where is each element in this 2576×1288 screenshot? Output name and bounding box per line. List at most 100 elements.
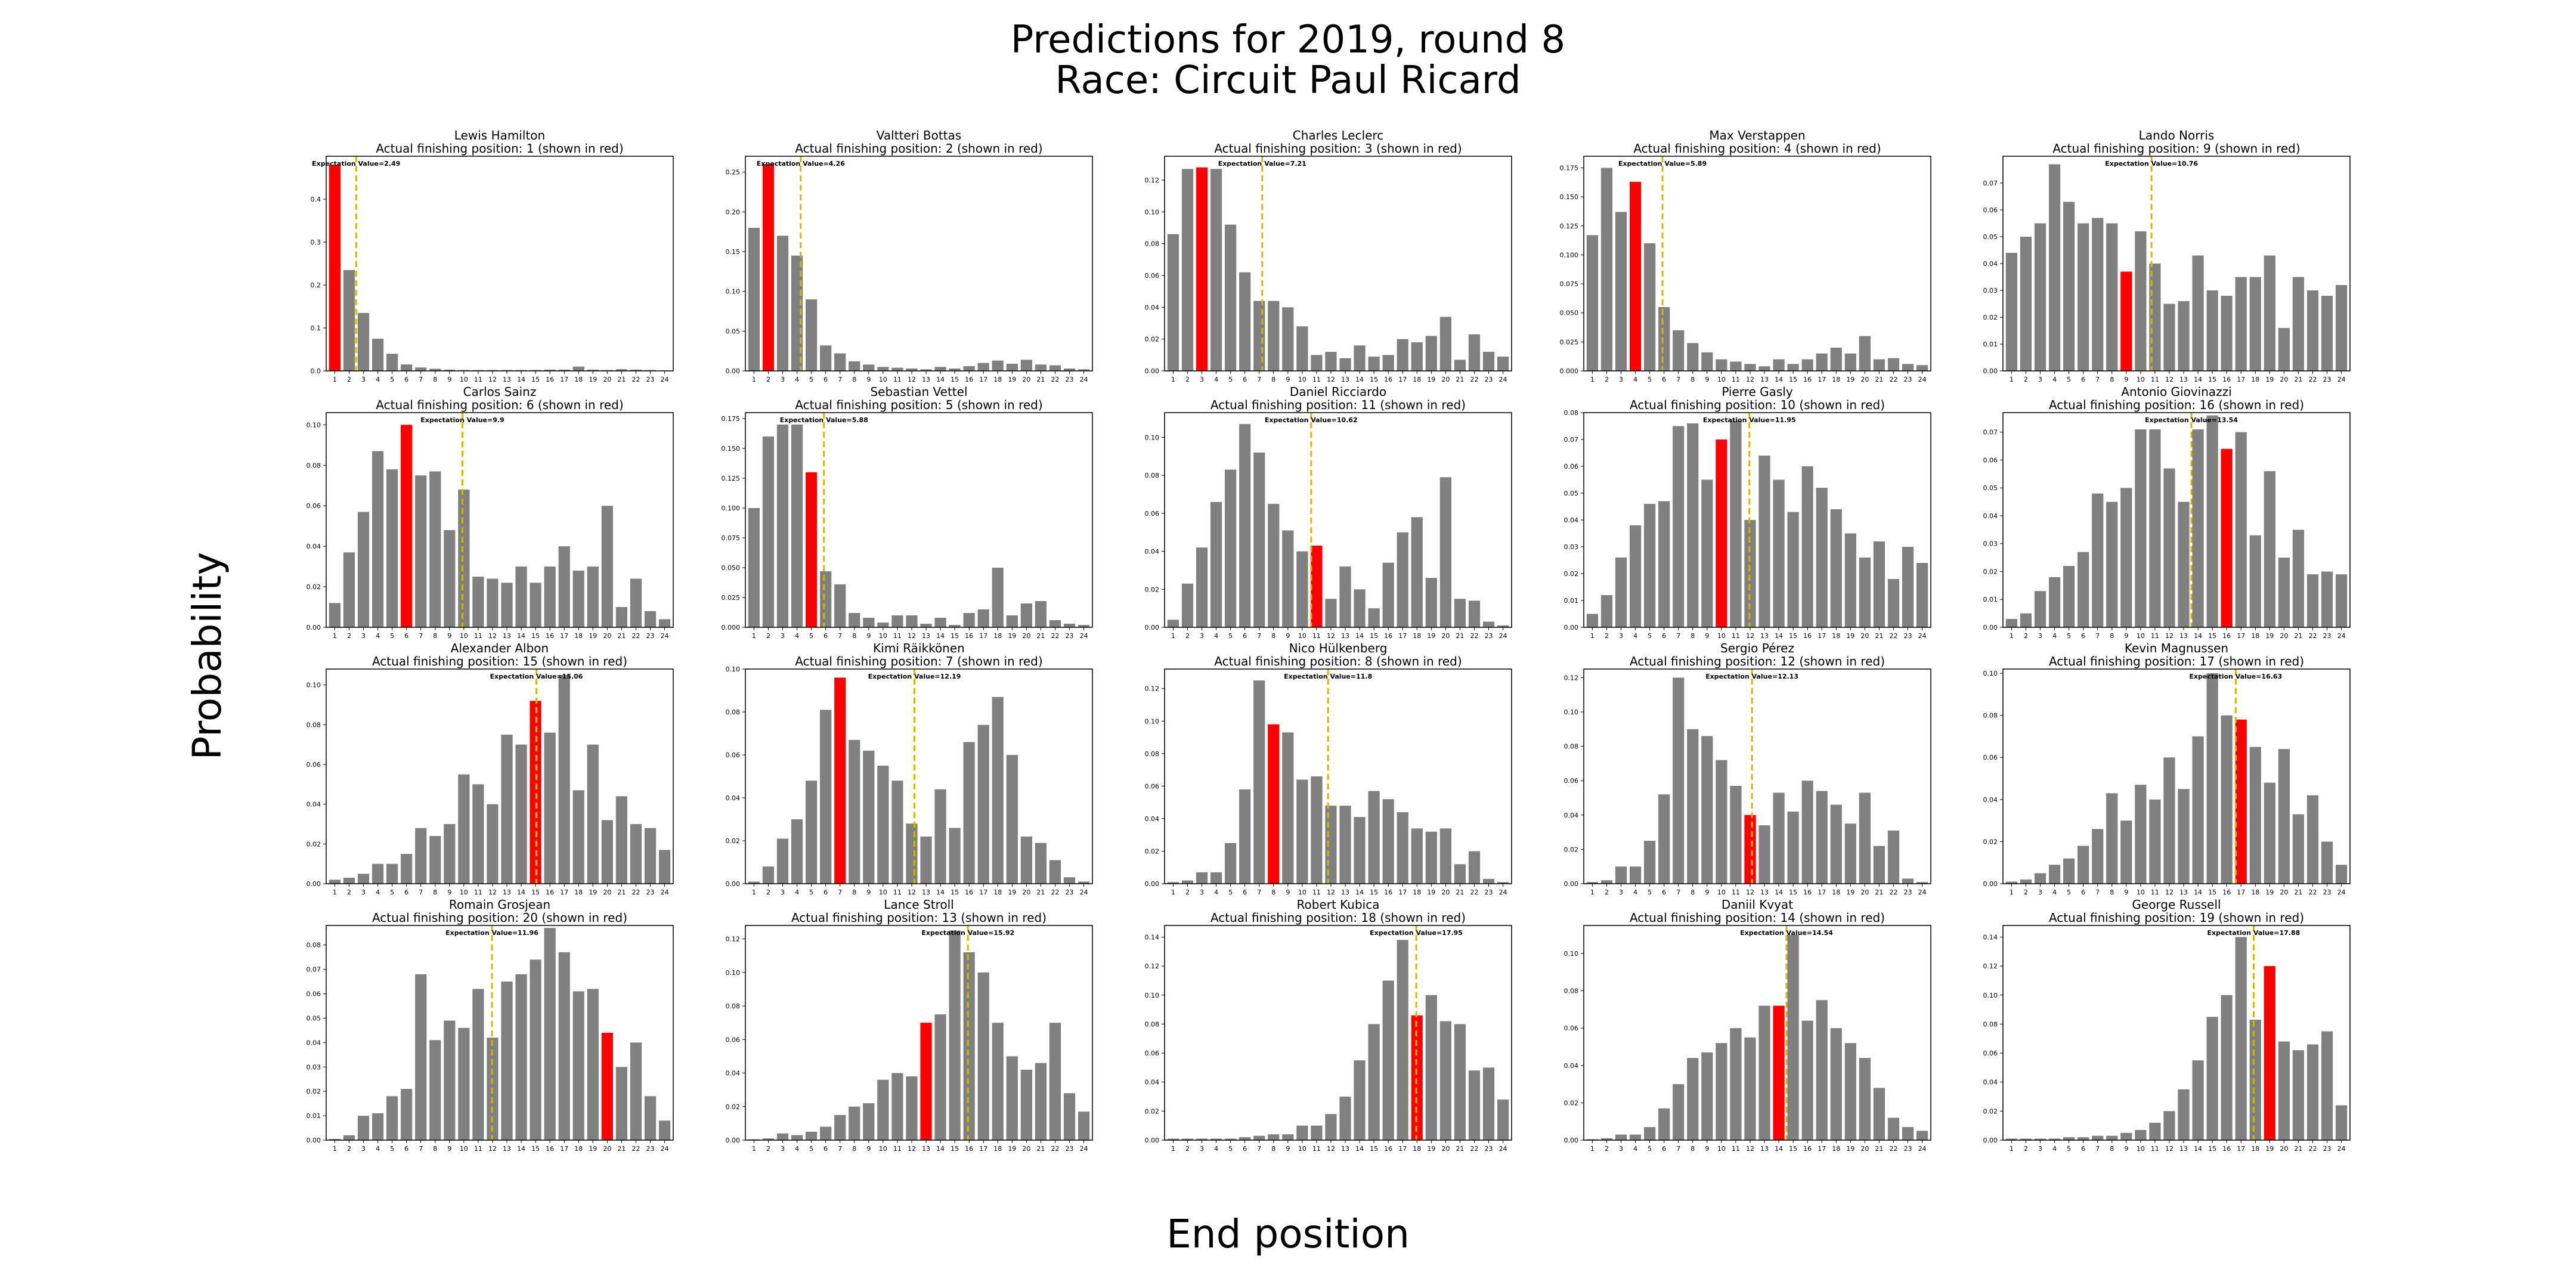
y-tick-label: 0.02 — [306, 840, 321, 848]
y-tick-label: 0.08 — [1564, 743, 1579, 751]
x-tick-label: 10 — [2137, 888, 2145, 896]
subplot-subtitle: Actual finishing position: 19 (shown in … — [2049, 911, 2304, 925]
y-tick-label: 0.04 — [1145, 815, 1160, 823]
x-tick-label: 7 — [1257, 1145, 1261, 1153]
bar — [371, 863, 384, 884]
x-tick-label: 12 — [908, 888, 916, 896]
y-tick-label: 0.08 — [1564, 409, 1579, 417]
subplot-subtitle: Actual finishing position: 7 (shown in r… — [795, 654, 1042, 668]
bar — [1844, 533, 1856, 627]
bar — [1282, 530, 1294, 627]
x-tick-label: 12 — [2165, 888, 2174, 896]
x-tick-label: 24 — [661, 888, 669, 896]
bar — [1311, 355, 1323, 371]
x-tick-label: 20 — [1441, 888, 1450, 896]
x-tick-label: 5 — [1228, 376, 1233, 383]
x-tick-label: 1 — [1590, 1145, 1594, 1153]
bar — [1716, 1043, 1727, 1140]
x-tick-label: 21 — [1456, 376, 1464, 383]
bar — [415, 974, 427, 1140]
bar — [791, 425, 803, 627]
figure-ylabel: Probability — [184, 552, 230, 760]
bar — [1787, 934, 1799, 1140]
y-tick-label: 0.10 — [1145, 992, 1160, 999]
x-tick-label: 16 — [1384, 632, 1392, 640]
x-tick-label: 17 — [560, 632, 568, 640]
x-tick-label: 16 — [1384, 888, 1392, 896]
x-tick-label: 14 — [2194, 888, 2202, 896]
bar — [371, 339, 384, 371]
x-tick-label: 22 — [631, 376, 640, 383]
bar — [1773, 792, 1785, 884]
bar — [2034, 1138, 2046, 1140]
y-tick-label: 0.075 — [722, 534, 741, 542]
x-tick-label: 12 — [2165, 632, 2174, 640]
x-tick-label: 6 — [2081, 376, 2085, 383]
bar — [762, 436, 775, 627]
x-tick-label: 6 — [404, 632, 408, 640]
axes-frame — [1164, 668, 1512, 884]
bar — [1411, 828, 1423, 884]
subplot-subtitle: Actual finishing position: 4 (shown in r… — [1633, 141, 1881, 156]
bar — [1049, 1023, 1061, 1140]
y-tick-label: 0.175 — [1560, 164, 1579, 172]
subplot-subtitle: Actual finishing position: 13 (shown in … — [791, 911, 1046, 925]
bar — [630, 578, 642, 627]
y-tick-label: 0.000 — [1560, 367, 1579, 375]
bar — [776, 838, 789, 884]
bar — [1629, 866, 1642, 884]
bar — [1425, 995, 1437, 1140]
x-tick-label: 17 — [1398, 376, 1407, 383]
bar-actual — [2221, 448, 2233, 627]
y-tick-label: 0.050 — [1560, 309, 1579, 317]
x-tick-label: 18 — [574, 376, 583, 383]
subplot-subtitle: Actual finishing position: 8 (shown in r… — [1214, 654, 1462, 668]
x-tick-label: 14 — [1355, 888, 1364, 896]
x-tick-label: 6 — [2081, 1145, 2085, 1153]
x-tick-label: 24 — [1080, 632, 1088, 640]
bar — [1382, 980, 1394, 1140]
bar — [1354, 1060, 1366, 1140]
x-tick-label: 5 — [1228, 888, 1233, 896]
x-tick-label: 19 — [1008, 888, 1016, 896]
x-tick-label: 4 — [1633, 376, 1637, 383]
axes-frame — [745, 925, 1093, 1141]
subplot-subtitle: Actual finishing position: 14 (shown in … — [1630, 911, 1885, 925]
bar — [444, 824, 456, 884]
x-tick-label: 20 — [1441, 376, 1450, 383]
x-tick-label: 11 — [474, 1145, 482, 1153]
bar — [2249, 1020, 2261, 1140]
y-tick-label: 0.06 — [726, 1036, 741, 1044]
bar — [748, 228, 760, 371]
bar — [2278, 328, 2290, 371]
bar — [849, 613, 860, 627]
x-tick-label: 3 — [1619, 888, 1623, 896]
bar — [1644, 243, 1656, 371]
bar — [2249, 535, 2261, 627]
y-tick-label: 0.04 — [1983, 512, 1998, 520]
x-tick-label: 15 — [950, 632, 959, 640]
bar — [472, 577, 484, 627]
x-tick-label: 21 — [1036, 1145, 1045, 1153]
y-tick-label: 0.05 — [726, 327, 741, 335]
bar — [2077, 552, 2089, 627]
bar — [1468, 1070, 1481, 1140]
x-tick-label: 18 — [574, 888, 583, 896]
x-tick-label: 6 — [823, 632, 828, 640]
bar — [572, 366, 584, 371]
bar — [386, 469, 398, 627]
y-tick-label: 0.10 — [306, 682, 321, 689]
bar — [1049, 860, 1061, 884]
bar — [1916, 1131, 1928, 1140]
bar — [1600, 880, 1613, 884]
bar — [2163, 1111, 2175, 1140]
x-tick-label: 2 — [347, 376, 351, 383]
x-tick-label: 13 — [2179, 1145, 2188, 1153]
bar — [1167, 882, 1179, 884]
bar — [1181, 583, 1194, 627]
